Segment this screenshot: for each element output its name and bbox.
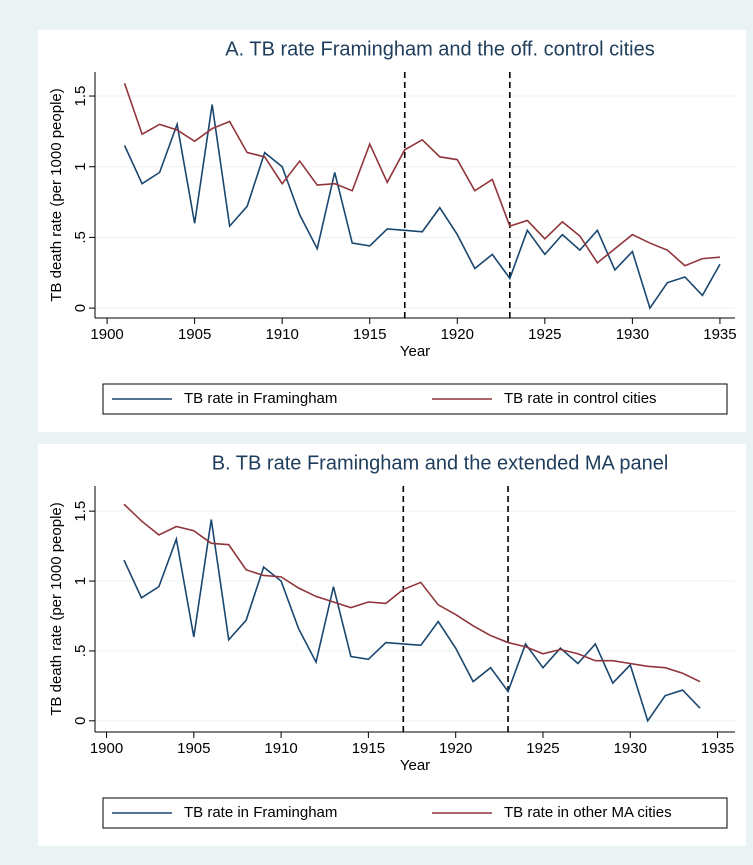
y-axis-label: TB death rate (per 1000 people): [48, 502, 65, 715]
y-tick-label: .5: [72, 645, 89, 658]
x-tick-label: 1900: [90, 740, 123, 757]
x-axis-label: Year: [400, 757, 430, 774]
chart-title: B. TB rate Framingham and the extended M…: [212, 452, 669, 474]
x-tick-label: 1915: [353, 326, 386, 343]
legend-label: TB rate in other MA cities: [504, 804, 672, 821]
x-tick-label: 1920: [439, 740, 472, 757]
x-tick-label: 1910: [264, 740, 297, 757]
series-line: [123, 104, 721, 310]
x-axis-label: Year: [400, 343, 430, 360]
x-tick-label: 1905: [178, 326, 211, 343]
x-tick-label: 1930: [616, 326, 649, 343]
x-tick-label: 1925: [528, 326, 561, 343]
x-tick-label: 1925: [526, 740, 559, 757]
y-axis-label: TB death rate (per 1000 people): [48, 88, 65, 301]
panel: [38, 30, 746, 432]
x-tick-label: 1915: [352, 740, 385, 757]
y-tick-label: 0: [72, 304, 89, 312]
y-tick-label: 1.5: [72, 86, 89, 107]
y-tick-label: 1: [72, 163, 89, 171]
x-tick-label: 1910: [265, 326, 298, 343]
legend-label: TB rate in control cities: [504, 390, 657, 407]
series-line: [123, 83, 721, 267]
chart-title: A. TB rate Framingham and the off. contr…: [225, 38, 654, 60]
x-tick-label: 1920: [441, 326, 474, 343]
x-tick-label: 1930: [614, 740, 647, 757]
series-line: [123, 519, 701, 723]
x-tick-label: 1900: [90, 326, 123, 343]
y-tick-label: 1.5: [72, 501, 89, 522]
y-tick-label: .5: [72, 231, 89, 244]
x-tick-label: 1905: [177, 740, 210, 757]
legend-label: TB rate in Framingham: [184, 390, 337, 407]
legend: [102, 383, 728, 415]
legend-label: TB rate in Framingham: [184, 804, 337, 821]
x-tick-label: 1935: [703, 326, 736, 343]
panel: [38, 444, 746, 846]
y-tick-label: 1: [72, 577, 89, 585]
x-tick-label: 1935: [701, 740, 734, 757]
y-tick-label: 0: [72, 717, 89, 725]
legend: [102, 797, 728, 829]
series-line: [123, 503, 701, 683]
